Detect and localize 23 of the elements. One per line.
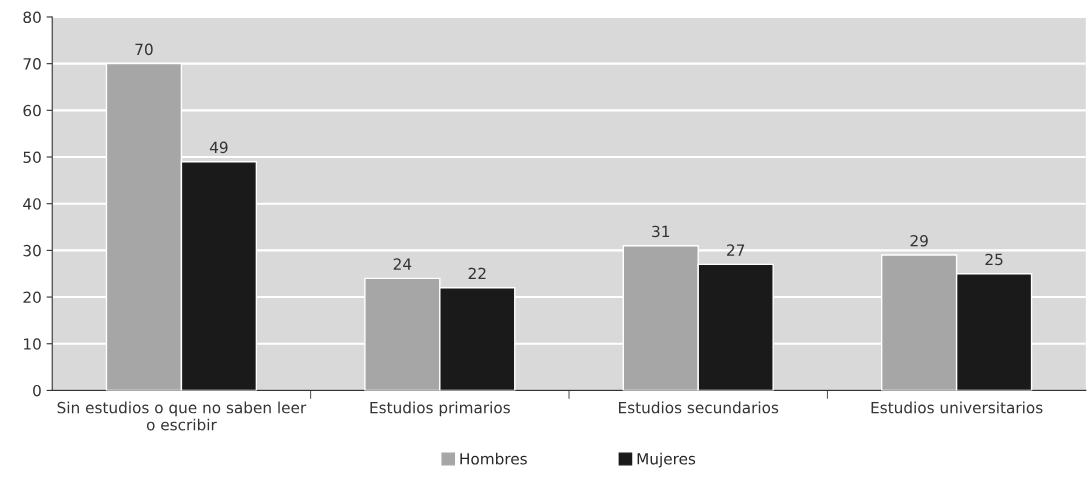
y-tick-label: 40 [23, 198, 41, 210]
y-tick-label: 70 [23, 58, 41, 70]
x-tick-label: Estudios universitarios [871, 401, 1043, 414]
y-tick-label: 10 [24, 338, 41, 350]
legend-label: Mujeres [637, 452, 696, 468]
data-label: 27 [727, 244, 745, 256]
x-tick-label: Estudios primarios [370, 401, 510, 417]
y-tick-label: 50 [23, 151, 41, 164]
data-label: 25 [985, 253, 1003, 266]
data-label: 70 [135, 43, 153, 56]
y-tick-label: 80 [23, 11, 41, 23]
data-label: 24 [393, 258, 412, 270]
data-label: 22 [468, 267, 486, 279]
y-tick-label: 30 [23, 244, 41, 257]
y-tick-label: 0 [33, 384, 41, 397]
data-label: 29 [910, 234, 928, 247]
x-tick-label: Sin estudios o que no saben leer o escribir [57, 401, 307, 431]
y-tick-label: 20 [23, 291, 41, 304]
data-label: 49 [209, 141, 228, 154]
legend-label: Hombres [460, 452, 527, 465]
x-tick-label: Estudios secundarios [619, 401, 779, 414]
y-tick-label: 60 [23, 104, 41, 117]
data-label: 31 [652, 225, 670, 238]
